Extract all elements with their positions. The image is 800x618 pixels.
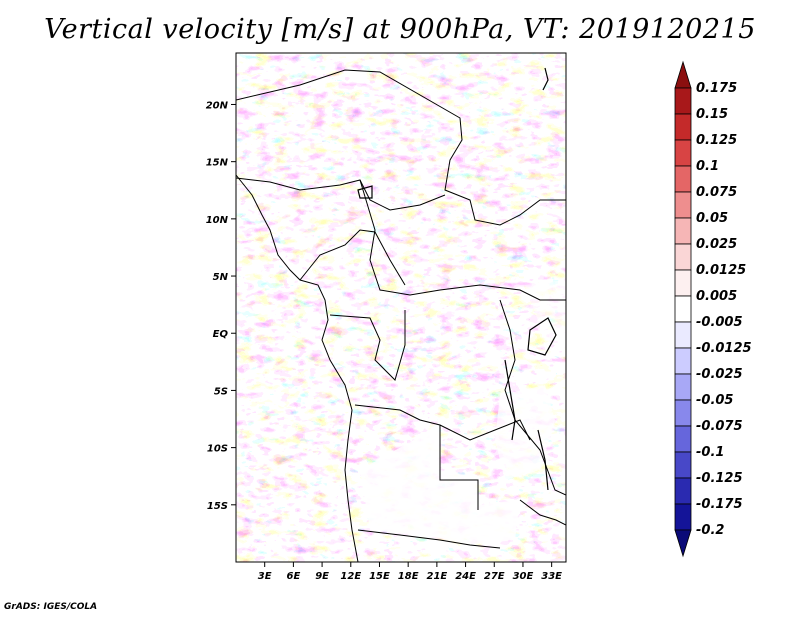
lat-tick-label: 15N — [206, 158, 229, 169]
colorbar-label: -0.005 — [696, 315, 743, 330]
grads-credit: GrADS: IGES/COLA — [4, 602, 98, 612]
colorbar-label: 0.005 — [696, 289, 737, 304]
calm-region-southwest — [360, 425, 520, 545]
colorbar-swatch — [674, 269, 692, 297]
lat-tick-label: 5N — [213, 272, 229, 283]
border-angola-east — [439, 425, 479, 510]
lake-victoria — [527, 317, 557, 356]
colorbar-label: 0.125 — [696, 133, 737, 148]
lon-tick-label: 33E — [541, 571, 562, 582]
colorbar-label: -0.1 — [696, 445, 724, 460]
lon-tick-label: 27E — [484, 571, 505, 582]
lake-tanganyika — [504, 359, 516, 441]
colorbar-swatch — [674, 425, 692, 453]
colorbar-top-arrow — [674, 60, 692, 89]
border-mozambique — [519, 499, 566, 526]
colorbar-swatch — [674, 399, 692, 427]
colorbar-label: -0.2 — [696, 523, 724, 538]
lon-tick-label: 6E — [286, 571, 300, 582]
colorbar-swatch — [674, 139, 692, 167]
colorbar-label: 0.175 — [696, 81, 737, 96]
colorbar-label: 0.15 — [696, 107, 728, 122]
lake-turkana — [542, 67, 549, 91]
colorbar-swatch — [674, 243, 692, 271]
colorbar-swatch — [674, 451, 692, 479]
colorbar-label: 0.025 — [696, 237, 737, 252]
colorbar-swatch — [674, 295, 692, 323]
colorbar-label: -0.0125 — [696, 341, 752, 356]
colorbar-label: 0.0125 — [696, 263, 746, 278]
colorbar-swatch — [674, 477, 692, 505]
lon-tick-label: 30E — [513, 571, 534, 582]
colorbar-label: -0.05 — [696, 393, 733, 408]
lat-tick-label: EQ — [213, 329, 229, 340]
lat-tick-label: 10N — [206, 215, 229, 226]
map-title: Vertical velocity [m/s] at 900hPa, VT: 2… — [44, 14, 756, 45]
lon-tick-label: 21E — [426, 571, 447, 582]
map-plot-area — [236, 53, 566, 562]
colorbar-label: 0.1 — [696, 159, 719, 174]
country-borders — [236, 69, 566, 562]
colorbar: 0.175 0.15 0.125 0.1 0.075 0.05 0.025 0.0125 0.0… — [674, 60, 752, 558]
colorbar-swatch — [674, 217, 692, 245]
lat-tick-label: 10S — [207, 444, 228, 455]
colorbar-swatch — [674, 503, 692, 531]
colorbar-swatch — [674, 321, 692, 349]
lat-tick-label: 20N — [206, 100, 229, 111]
colorbar-label: -0.025 — [696, 367, 743, 382]
border-central — [359, 179, 566, 301]
colorbar-label: 0.075 — [696, 185, 737, 200]
lon-tick-label: 18E — [398, 571, 419, 582]
colorbar-label: 0.05 — [696, 211, 728, 226]
lake-malawi — [537, 429, 549, 491]
west-africa-coastline — [236, 174, 359, 562]
border-angola-namibia — [357, 529, 501, 549]
lon-tick-label: 12E — [340, 571, 361, 582]
lakes — [357, 67, 557, 491]
colorbar-swatch — [674, 373, 692, 401]
colorbar-swatch — [674, 113, 692, 141]
colorbar-swatch — [674, 347, 692, 375]
colorbar-swatch — [674, 165, 692, 193]
border-east-africa — [499, 299, 566, 496]
lat-tick-label: 5S — [214, 386, 228, 397]
colorbar-label: -0.125 — [696, 471, 743, 486]
latitude-axis: 20N 15N 10N 5N EQ 5S 10S 15S — [206, 100, 236, 512]
lon-tick-label: 3E — [258, 571, 272, 582]
lon-tick-label: 9E — [315, 571, 329, 582]
lon-tick-label: 24E — [455, 571, 476, 582]
longitude-axis: 3E 6E 9E 12E 15E 18E 21E 24E 27E 30E 33E — [258, 562, 562, 582]
border-congo-basin — [329, 310, 406, 381]
colorbar-label: -0.075 — [696, 419, 743, 434]
lake-chad — [357, 185, 373, 199]
lat-tick-label: 15S — [207, 501, 228, 512]
colorbar-swatch — [674, 87, 692, 115]
colorbar-bottom-arrow — [674, 529, 692, 558]
map-frame — [235, 52, 567, 563]
border-sahara-north — [236, 69, 566, 226]
border-nigeria-cameroon — [299, 229, 406, 286]
lon-tick-label: 15E — [369, 571, 390, 582]
colorbar-label: -0.175 — [696, 497, 743, 512]
colorbar-swatch — [674, 191, 692, 219]
